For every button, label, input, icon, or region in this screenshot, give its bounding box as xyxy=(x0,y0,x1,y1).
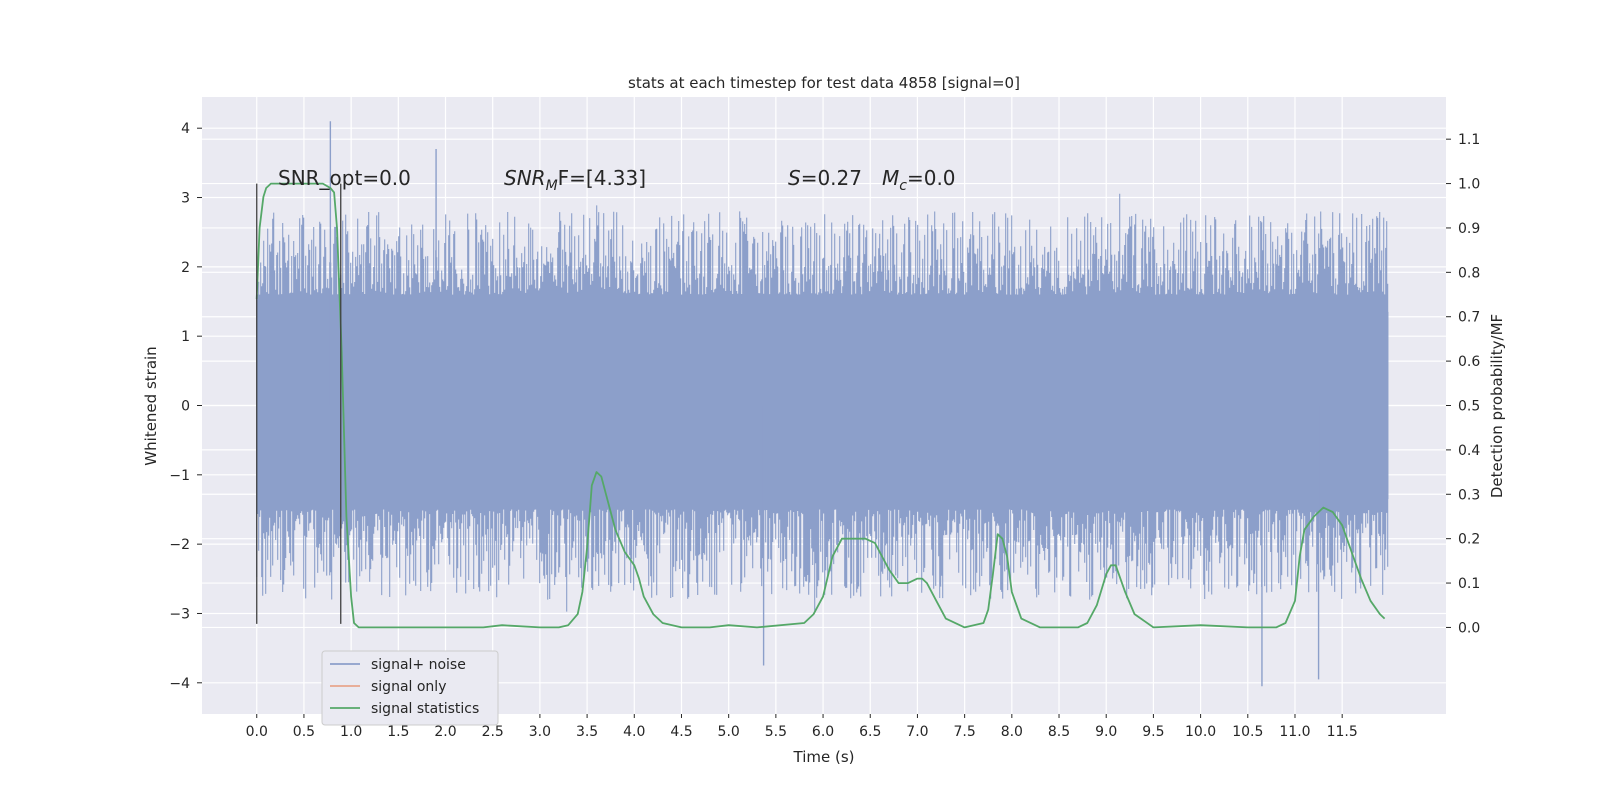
x-tick-label-1: 0.5 xyxy=(293,724,315,740)
y-tick-label-7: 3 xyxy=(181,191,190,207)
y-tick-label-6: 2 xyxy=(181,260,190,276)
y-tick-label-4: 0 xyxy=(181,399,190,415)
y2-tick-label-1: 0.1 xyxy=(1458,576,1480,592)
y2-tick-label-3: 0.3 xyxy=(1458,487,1480,503)
legend: signal+ noise signal only signal statist… xyxy=(321,650,499,726)
y2-tick-label-4: 0.4 xyxy=(1458,443,1480,459)
y2-tick-label-6: 0.6 xyxy=(1458,354,1480,370)
series-signal-statistics xyxy=(255,182,1386,629)
x-tick-label-17: 8.5 xyxy=(1048,724,1070,740)
x-axis-ticks: 0.0 0.5 1.0 1.5 2.0 2.5 3.0 3.5 4.0 4.5 5.0 5.5 6.0 6… xyxy=(246,714,1358,740)
x-tick-label-21: 10.5 xyxy=(1232,724,1263,740)
signal-statistics-line xyxy=(255,182,1386,629)
x-tick-label-14: 7.0 xyxy=(906,724,928,740)
y2-tick-label-8: 0.8 xyxy=(1458,265,1480,281)
legend-label-signal-statistics: signal statistics xyxy=(371,701,479,717)
series-signal-noise xyxy=(256,121,1389,687)
x-tick-label-19: 9.5 xyxy=(1142,724,1164,740)
x-tick-label-2: 1.0 xyxy=(340,724,362,740)
y-tick-label-8: 4 xyxy=(181,121,190,137)
y2-tick-label-2: 0.2 xyxy=(1458,532,1480,548)
y2-tick-label-9: 0.9 xyxy=(1458,221,1480,237)
y-axis-label: Whitened strain xyxy=(142,346,160,465)
x-tick-label-3: 1.5 xyxy=(387,724,409,740)
y-tick-label-3: −1 xyxy=(169,468,190,484)
x-tick-label-6: 3.0 xyxy=(529,724,551,740)
annotation-mc: Mc=0.0 xyxy=(882,166,956,194)
y-tick-label-0: −4 xyxy=(169,676,190,692)
annotation-s: S=0.27 xyxy=(788,166,862,190)
x-tick-label-22: 11.0 xyxy=(1279,724,1310,740)
x-tick-label-23: 11.5 xyxy=(1327,724,1358,740)
x-tick-label-9: 4.5 xyxy=(670,724,692,740)
x-axis-label: Time (s) xyxy=(793,748,855,766)
y2-tick-label-0: 0.0 xyxy=(1458,620,1480,636)
x-tick-label-7: 3.5 xyxy=(576,724,598,740)
y-axis-ticks: −4 −3 −2 −1 0 1 2 3 4 xyxy=(169,121,202,692)
x-tick-label-20: 10.0 xyxy=(1185,724,1216,740)
y-tick-label-5: 1 xyxy=(181,329,190,345)
legend-box xyxy=(321,650,499,726)
y2-tick-label-11: 1.1 xyxy=(1458,132,1480,148)
x-tick-label-4: 2.0 xyxy=(434,724,456,740)
annotation-snr-opt: SNR_opt=0.0 xyxy=(278,166,411,190)
y2-axis-label: Detection probability/MF xyxy=(1488,314,1506,498)
chart-title: stats at each timestep for test data 485… xyxy=(628,74,1020,92)
vertical-markers xyxy=(256,183,342,624)
x-tick-label-10: 5.0 xyxy=(718,724,740,740)
y2-axis-ticks: 0.0 0.1 0.2 0.3 0.4 0.5 0.6 0.7 0.8 0.9 1.0 1.1 xyxy=(1446,132,1480,636)
x-tick-label-18: 9.0 xyxy=(1095,724,1117,740)
x-tick-label-5: 2.5 xyxy=(482,724,504,740)
y2-tick-label-5: 0.5 xyxy=(1458,399,1480,415)
x-tick-label-0: 0.0 xyxy=(246,724,268,740)
legend-label-signal-only: signal only xyxy=(371,679,446,695)
x-tick-label-12: 6.0 xyxy=(812,724,834,740)
y2-tick-label-10: 1.0 xyxy=(1458,177,1480,193)
y-tick-label-2: −2 xyxy=(169,537,190,553)
annotation-snr-mf: SNRMF=[4.33] xyxy=(504,166,646,194)
x-tick-label-15: 7.5 xyxy=(954,724,976,740)
x-tick-label-13: 6.5 xyxy=(859,724,881,740)
x-tick-label-8: 4.0 xyxy=(623,724,645,740)
y2-tick-label-7: 0.7 xyxy=(1458,310,1480,326)
x-tick-label-16: 8.0 xyxy=(1001,724,1023,740)
y-tick-label-1: −3 xyxy=(169,606,190,622)
legend-label-signal-noise: signal+ noise xyxy=(371,657,466,673)
x-tick-label-11: 5.5 xyxy=(765,724,787,740)
